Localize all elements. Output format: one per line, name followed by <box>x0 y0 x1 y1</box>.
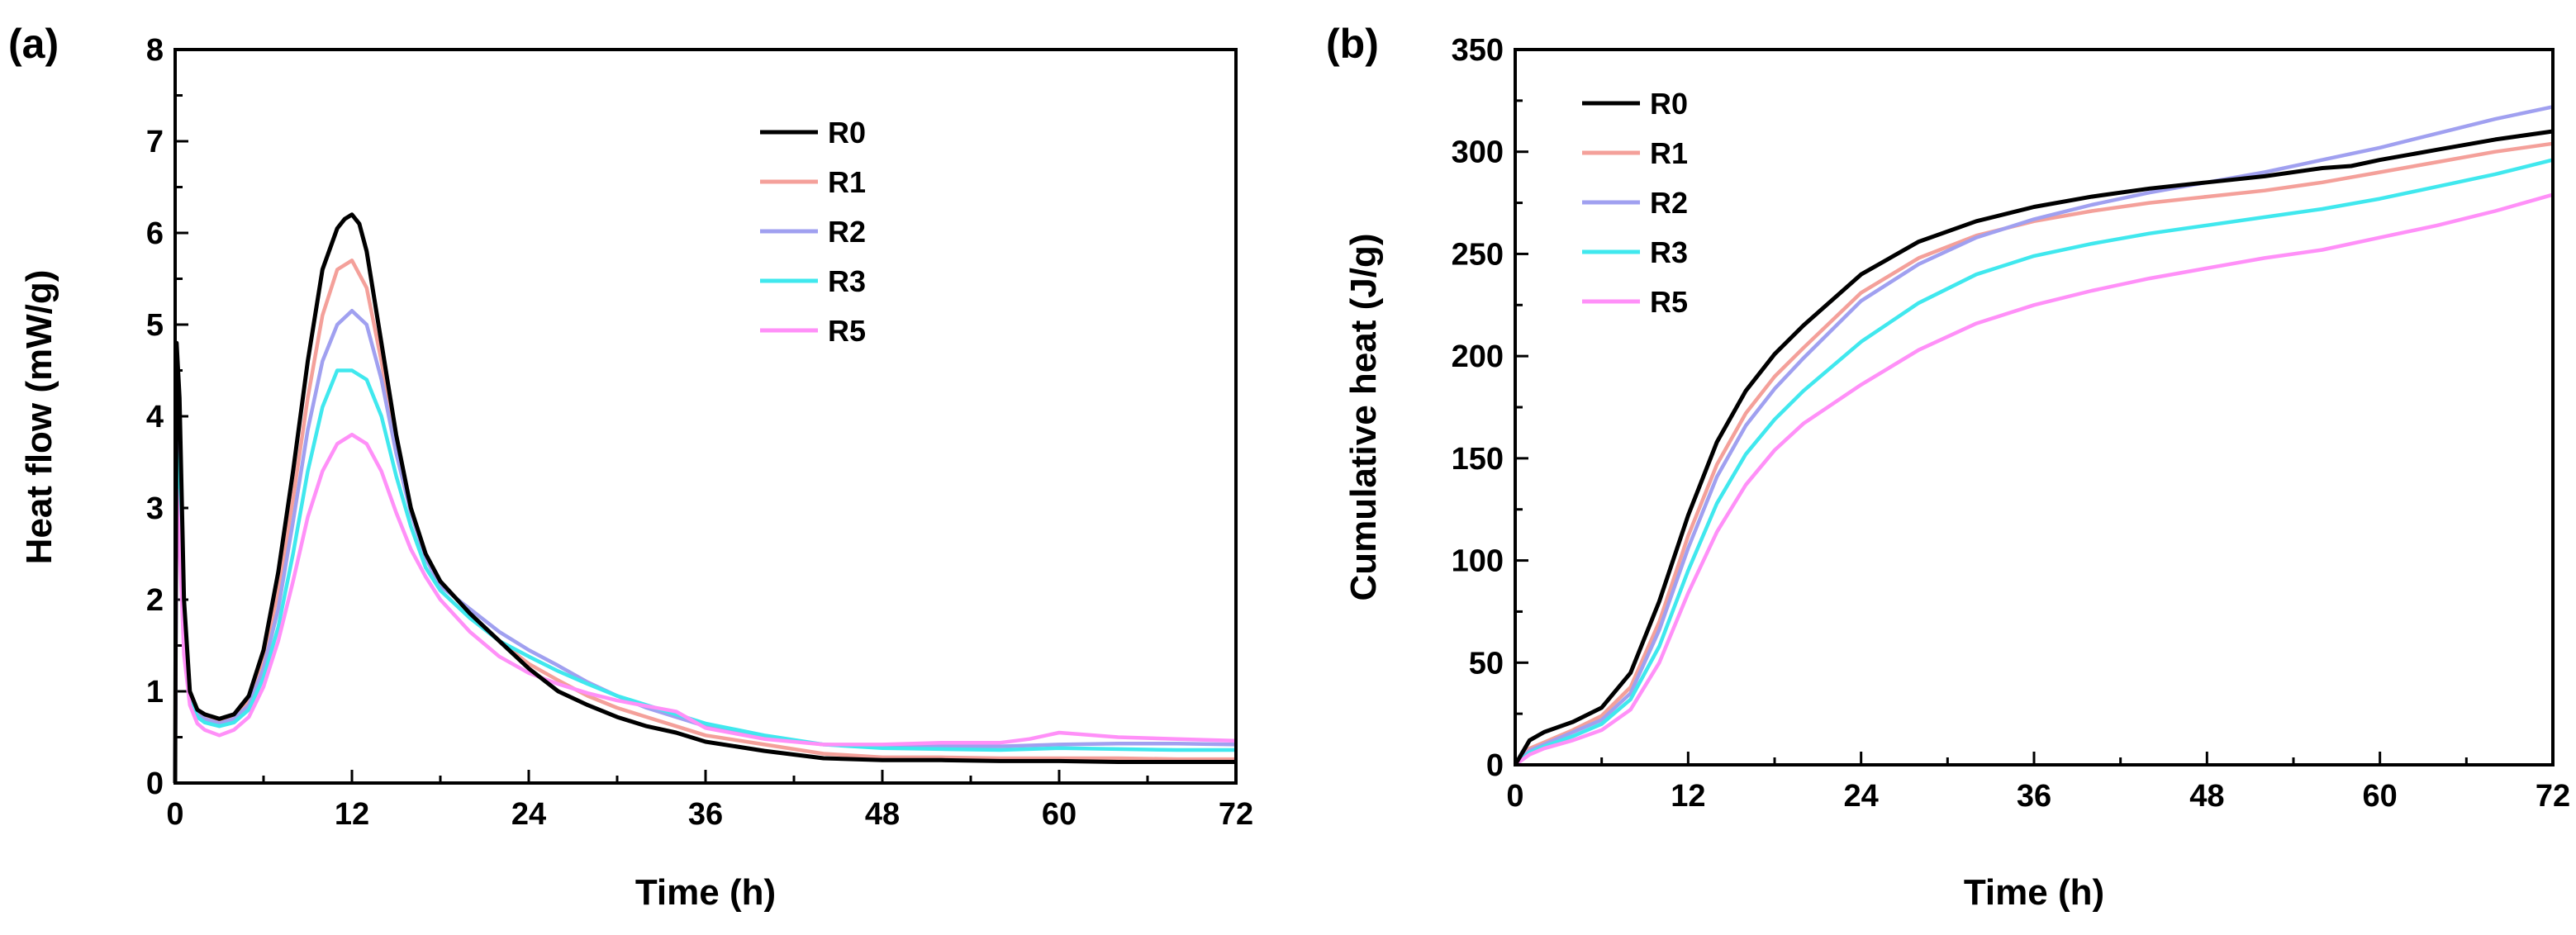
y-tick-label: 0 <box>146 767 164 801</box>
x-tick-label: 48 <box>2189 779 2224 814</box>
legend-item-r1: R1 <box>760 165 866 199</box>
x-tick-label: 60 <box>1042 797 1077 832</box>
x-tick-label: 24 <box>511 797 546 832</box>
y-tick-label: 0 <box>1486 748 1504 783</box>
y-tick-label: 150 <box>1452 442 1504 477</box>
legend-label: R3 <box>1650 235 1688 269</box>
series-line-r0 <box>173 212 1236 784</box>
panel-b-series-lines <box>1513 105 2554 767</box>
legend-label: R0 <box>1650 87 1688 121</box>
x-tick-label: 0 <box>166 797 183 832</box>
panel-a-heat-flow-chart: (a) Heat flow (mW/g) Time (h) 0 12 24 36 48 6… <box>8 21 1253 913</box>
series-line-r5 <box>173 432 1237 784</box>
legend-item-r1: R1 <box>1582 136 1688 170</box>
panel-a-plot-frame <box>173 48 1238 785</box>
legend-item-r3: R3 <box>760 264 866 298</box>
y-tick-label: 5 <box>146 308 164 343</box>
legend-label: R1 <box>1650 136 1688 170</box>
x-tick-label: 72 <box>1219 797 1253 832</box>
panel-b-label: (b) <box>1326 21 1379 67</box>
panel-b-cumulative-heat-chart: (b) Cumulative heat (J/g) Time (h) 0 12 24… <box>1326 21 2570 913</box>
y-tick-label: 200 <box>1452 339 1504 374</box>
x-tick-label: 72 <box>2536 779 2570 814</box>
panel-a-ticks <box>173 48 1238 785</box>
panel-a-x-axis-title: Time (h) <box>635 872 776 913</box>
y-tick-label: 250 <box>1452 237 1504 272</box>
panel-b-plot-frame <box>1514 48 2555 767</box>
legend-label: R5 <box>828 314 866 348</box>
y-tick-label: 350 <box>1452 33 1504 68</box>
x-tick-label: 48 <box>865 797 900 832</box>
panel-b-tick-labels: 0 12 24 36 48 60 72 0 50 100 150 200 250 300 350 <box>1452 33 2571 814</box>
series-line-r3 <box>173 368 1236 784</box>
legend-item-r2: R2 <box>1582 186 1688 220</box>
x-tick-label: 0 <box>1506 779 1523 814</box>
series-line-r2 <box>1514 105 2554 767</box>
x-tick-label: 36 <box>2017 779 2051 814</box>
panel-a-y-axis-title: Heat flow (mW/g) <box>19 270 59 565</box>
legend-item-r0: R0 <box>760 116 866 150</box>
x-tick-label: 24 <box>1844 779 1879 814</box>
y-tick-label: 3 <box>146 491 164 526</box>
x-tick-label: 12 <box>335 797 369 832</box>
series-line-r1 <box>1514 141 2554 767</box>
y-tick-label: 8 <box>146 33 164 68</box>
legend-label: R3 <box>828 264 866 298</box>
panel-b-y-axis-title: Cumulative heat (J/g) <box>1343 234 1384 601</box>
legend-label: R2 <box>1650 186 1688 220</box>
y-tick-label: 2 <box>146 583 164 618</box>
legend-item-r2: R2 <box>760 215 866 249</box>
series-line-r0 <box>1513 129 2554 767</box>
y-tick-label: 6 <box>146 216 164 251</box>
x-tick-label: 60 <box>2363 779 2398 814</box>
y-tick-label: 100 <box>1452 544 1504 579</box>
y-tick-label: 7 <box>146 125 164 159</box>
panel-b-legend: R0 R1 R2 R3 R5 <box>1582 87 1688 319</box>
legend-label: R0 <box>828 116 866 150</box>
legend-item-r3: R3 <box>1582 235 1688 269</box>
legend-label: R2 <box>828 215 866 249</box>
legend-item-r5: R5 <box>1582 285 1688 319</box>
y-tick-label: 4 <box>146 400 164 434</box>
x-tick-label: 36 <box>688 797 723 832</box>
y-tick-label: 300 <box>1452 135 1504 170</box>
legend-item-r0: R0 <box>1582 87 1688 121</box>
panel-a-label: (a) <box>8 21 59 67</box>
y-tick-label: 50 <box>1469 646 1504 681</box>
series-line-r5 <box>1514 192 2554 767</box>
panel-b-x-axis-title: Time (h) <box>1964 872 2104 913</box>
legend-label: R1 <box>828 165 866 199</box>
series-line-r3 <box>1514 158 2554 767</box>
x-tick-label: 12 <box>1671 779 1705 814</box>
panel-a-series-lines <box>173 212 1237 784</box>
y-tick-label: 1 <box>146 675 164 710</box>
panel-a-legend: R0 R1 R2 R3 R5 <box>760 116 866 348</box>
legend-label: R5 <box>1650 285 1688 319</box>
legend-item-r5: R5 <box>760 314 866 348</box>
series-line-r1 <box>173 259 1236 784</box>
